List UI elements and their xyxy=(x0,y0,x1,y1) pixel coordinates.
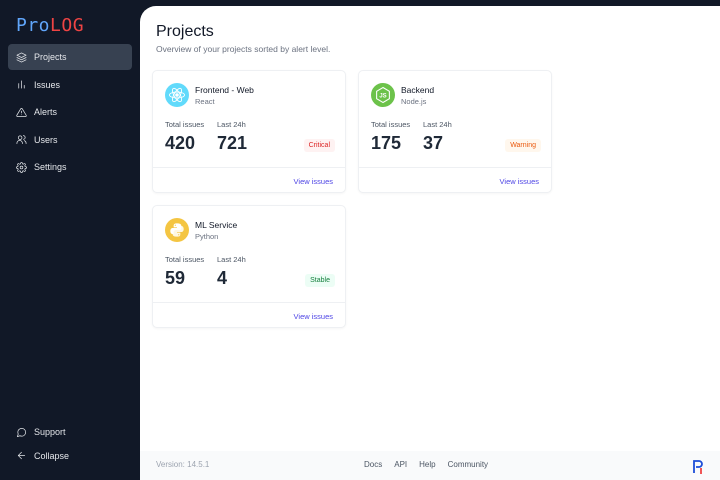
arrow-left-icon xyxy=(17,451,26,460)
total-issues-value: 175 xyxy=(371,133,402,153)
status-badge: Warning xyxy=(505,139,541,152)
project-card-backend: JS Backend Node.js Total issues Last 24h… xyxy=(358,70,552,193)
project-name: Frontend - Web xyxy=(195,85,254,95)
nodejs-icon: JS xyxy=(371,83,395,107)
sidebar-item-label: Support xyxy=(34,427,66,437)
users-icon xyxy=(16,135,27,144)
footer-link-docs[interactable]: Docs xyxy=(364,460,383,469)
chat-bubble-icon xyxy=(17,427,26,437)
project-tech: Python xyxy=(195,232,219,241)
sidebar-item-projects[interactable]: Projects xyxy=(8,44,132,70)
total-issues-label: Total issues xyxy=(165,255,205,264)
version-text: Version: 14.5.1 xyxy=(156,460,210,469)
sidebar-item-issues[interactable]: Issues xyxy=(8,72,132,98)
page-title: Projects xyxy=(156,23,214,40)
react-icon xyxy=(165,83,189,107)
view-issues-link[interactable]: View issues xyxy=(293,177,333,186)
project-card-ml-service: ML Service Python Total issues Last 24h … xyxy=(152,205,346,328)
sidebar-item-label: Users xyxy=(34,134,58,145)
project-tech: Node.js xyxy=(401,97,427,106)
svg-text:JS: JS xyxy=(379,94,386,100)
sidebar-item-settings[interactable]: Settings xyxy=(8,154,132,180)
gear-icon xyxy=(16,161,27,173)
sidebar-bottom-nav: Support Collapse xyxy=(8,421,132,468)
card-divider xyxy=(359,167,551,168)
total-issues-value: 59 xyxy=(165,268,186,288)
card-divider xyxy=(153,167,345,168)
total-issues-value: 420 xyxy=(165,133,196,153)
sidebar: Pro LOG Projects Issues Alerts Users Sett… xyxy=(0,0,140,480)
sidebar-item-label: Alerts xyxy=(34,107,58,117)
last-24h-value: 721 xyxy=(217,133,248,153)
card-divider xyxy=(153,302,345,303)
sidebar-nav: Projects Issues Alerts Users Settings xyxy=(8,44,132,182)
project-name: Backend xyxy=(401,85,435,95)
footer-links: Docs API Help Community xyxy=(364,460,488,469)
footer-link-help[interactable]: Help xyxy=(419,460,436,469)
last-24h-value: 37 xyxy=(423,133,444,153)
sidebar-item-label: Issues xyxy=(34,79,61,90)
project-tech: React xyxy=(195,97,215,106)
layers-icon xyxy=(16,52,27,62)
sidebar-item-alerts[interactable]: Alerts xyxy=(8,99,132,125)
bar-chart-icon xyxy=(18,80,25,89)
total-issues-label: Total issues xyxy=(165,120,205,129)
page-subtitle: Overview of your projects sorted by aler… xyxy=(156,44,331,54)
view-issues-link[interactable]: View issues xyxy=(499,177,539,186)
footer-link-api[interactable]: API xyxy=(394,460,408,469)
sidebar-item-label: Projects xyxy=(34,52,67,62)
sidebar-item-support[interactable]: Support xyxy=(8,421,132,443)
status-badge: Critical xyxy=(303,139,335,152)
status-badge: Stable xyxy=(305,274,335,287)
main-panel: Projects Overview of your projects sorte… xyxy=(140,6,720,480)
last-24h-value: 4 xyxy=(217,268,228,288)
python-icon xyxy=(165,218,189,242)
footer-logo-icon xyxy=(693,460,703,474)
last-24h-label: Last 24h xyxy=(217,255,246,264)
project-card-frontend: Frontend - Web React Total issues Last 2… xyxy=(152,70,346,193)
logo-text-log: LOG xyxy=(50,15,85,36)
alert-triangle-icon xyxy=(16,107,27,117)
app-logo[interactable]: Pro LOG xyxy=(16,12,84,36)
sidebar-item-collapse[interactable]: Collapse xyxy=(8,445,132,467)
view-issues-link[interactable]: View issues xyxy=(293,312,333,321)
sidebar-item-users[interactable]: Users xyxy=(8,127,132,153)
sidebar-item-label: Settings xyxy=(34,162,67,172)
footer: Version: 14.5.1 Docs API Help Community xyxy=(140,451,720,480)
project-name: ML Service xyxy=(195,220,238,230)
total-issues-label: Total issues xyxy=(371,120,411,129)
sidebar-item-label: Collapse xyxy=(34,450,70,461)
logo-text-pro: Pro xyxy=(16,15,51,36)
last-24h-label: Last 24h xyxy=(423,120,452,129)
last-24h-label: Last 24h xyxy=(217,120,246,129)
footer-link-community[interactable]: Community xyxy=(447,460,489,469)
